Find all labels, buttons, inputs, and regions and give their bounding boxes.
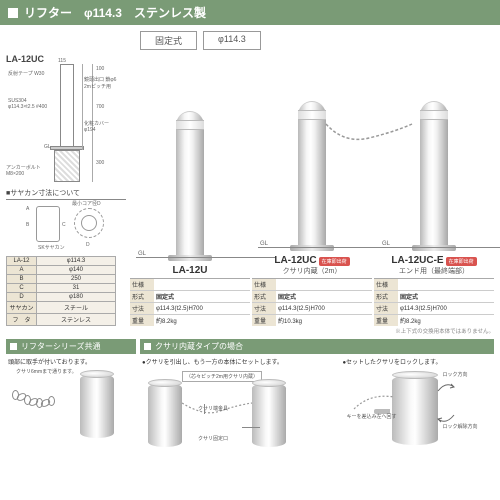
- lower-section: リフターシリーズ共通 頭部に取手が付いております。 クサリ6mmまで通ります。 …: [0, 335, 500, 444]
- square-icon: [10, 343, 17, 350]
- product-name: LA-12UC-E: [391, 255, 443, 266]
- table-row: LA-12φ114.3: [7, 257, 116, 266]
- sayakan-drawing: 最小コア径D SKサヤカン A B C D: [6, 202, 116, 254]
- lock-dir: ロック方向: [442, 371, 467, 378]
- lock-text: ●セットしたクサリをロックします。: [342, 357, 492, 366]
- left-column: LA-12UC 反射テープ W30 SUS304 φ114.3×t2.5 #40…: [6, 54, 126, 326]
- dim-115: 115: [58, 58, 66, 64]
- label-anchor: アンカーボルト M8×200: [6, 164, 50, 177]
- table-row: B250: [7, 275, 116, 284]
- key-label: キーを差込み左へ回す: [346, 413, 386, 420]
- label-fixed: 固定式: [140, 31, 197, 50]
- label-tape: 反射テープ W30: [8, 70, 44, 77]
- upper-section: LA-12UC 反射テープ W30 SUS304 φ114.3×t2.5 #40…: [0, 54, 500, 326]
- sk-label: SKサヤカン: [38, 244, 65, 251]
- bollard-base: [168, 255, 212, 261]
- gl-text: GL: [382, 241, 390, 247]
- header-title: リフター φ114.3 ステンレス製: [24, 4, 206, 21]
- bollard-base: [412, 245, 456, 251]
- bollard-image: GL: [420, 101, 448, 251]
- lbl-b: B: [26, 222, 29, 228]
- cylinder-left: [148, 383, 182, 447]
- sayakan-core-inner: [81, 215, 97, 231]
- stock-badge: 在庫即出荷: [446, 257, 477, 266]
- stock-badge: 在庫即出荷: [319, 257, 350, 266]
- sayakan-spec-table: LA-12φ114.3 Aφ140 B250 C31 Dφ180 サヤカンスチー…: [6, 256, 116, 326]
- drawing-bollard: [60, 64, 74, 150]
- lbl-d: D: [86, 242, 90, 248]
- core-label: 最小コア径D: [72, 200, 101, 207]
- section-body: ●クサリを引出し、もう一方の本体にセットします。 （芯々ピッチ2m用クサリ内蔵）…: [140, 354, 494, 444]
- sayakan-title: ■サヤカン寸法について: [6, 188, 126, 200]
- label-gl: GL: [44, 144, 51, 150]
- table-row: Aφ140: [7, 266, 116, 275]
- product-sub: クサリ内蔵（2m）: [252, 266, 372, 276]
- section-common: リフターシリーズ共通 頭部に取手が付いております。 クサリ6mmまで通ります。: [6, 339, 136, 444]
- pull-text: ●クサリを引出し、もう一方の本体にセットします。: [142, 357, 336, 366]
- section-body: 頭部に取手が付いております。 クサリ6mmまで通ります。: [6, 354, 136, 444]
- drawing-underground: [54, 150, 80, 182]
- gl-text: GL: [260, 241, 268, 247]
- bollard-image: GL: [176, 111, 204, 261]
- cylinder-drawing: [80, 374, 114, 438]
- gl-text: GL: [138, 251, 146, 257]
- cylinder-right: [252, 383, 286, 447]
- dim-100: 100: [96, 66, 104, 72]
- product-specs: 仕様 形式固定式 寸法φ114.3(t2.5)H700 重量約8.2kg: [130, 278, 250, 326]
- arrow-unlock: [436, 413, 456, 427]
- bollard-image: GL: [298, 101, 326, 251]
- lock-diagram: ●セットしたクサリをロックします。 ロック方向 キーを差込み左へ回す ロック解除…: [342, 357, 492, 441]
- product-LA-12UC-E: GL LA-12UC-E在庫即出荷 エンド用（最終端部） 仕様 形式固定式 寸法…: [374, 101, 494, 326]
- lbl-c: C: [62, 222, 66, 228]
- label-diameter: φ114.3: [203, 31, 261, 50]
- product-LA-12UC: GL LA-12UC在庫即出荷 クサリ内蔵（2m） 仕様 形式固定式 寸法φ11…: [252, 101, 372, 326]
- product-specs: 仕様 形式固定式 寸法φ114.3(t2.5)H700 重量約10.3kg: [252, 278, 372, 326]
- table-row: Dφ180: [7, 293, 116, 302]
- product-sub: エンド用（最終端部）: [374, 266, 494, 276]
- pull-diagram: ●クサリを引出し、もう一方の本体にセットします。 （芯々ピッチ2m用クサリ内蔵）…: [142, 357, 336, 441]
- top-labels: 固定式 φ114.3: [140, 31, 500, 50]
- table-row: C31: [7, 284, 116, 293]
- page-header: リフター φ114.3 ステンレス製: [0, 0, 500, 25]
- section-header: クサリ内蔵タイプの場合: [140, 339, 494, 354]
- label-cover: 化粧カバー φ194: [84, 120, 114, 133]
- chain-example: クサリ6mmまで通ります。: [8, 366, 134, 436]
- product-name: LA-12UC: [274, 255, 316, 266]
- chain-note: クサリ6mmまで通ります。: [16, 368, 77, 375]
- pitch-box: （芯々ピッチ2m用クサリ内蔵）: [182, 371, 262, 382]
- table-row: フ タステンレス: [7, 314, 116, 326]
- dim-line: [82, 64, 83, 150]
- product-specs: 仕様 形式固定式 寸法φ114.3(t2.5)H700 重量約8.2kg: [374, 278, 494, 326]
- product-name: LA-12U: [172, 265, 207, 276]
- model-code: LA-12UC: [6, 54, 126, 64]
- lbl-a: A: [26, 206, 29, 212]
- header-square-icon: [8, 8, 18, 18]
- square-icon: [144, 343, 151, 350]
- dim-300: 300: [96, 160, 104, 166]
- table-row: サヤカンスチール: [7, 302, 116, 314]
- section-text: 頭部に取手が付いております。: [8, 357, 134, 366]
- gl-line: [380, 247, 500, 248]
- label-chain-exit: 鏡頭出口 鎖φ6 2mピッチ用: [84, 76, 118, 90]
- product-LA-12U: GL LA-12U 仕様 形式固定式 寸法φ114.3(t2.5)H700 重量…: [130, 111, 250, 326]
- arrow-lock: [436, 379, 456, 393]
- bollard-base: [290, 245, 334, 251]
- koteiguchi-label: クサリ固定口: [198, 435, 228, 442]
- kanagu-label: クサリ端金具: [198, 405, 228, 412]
- cylinder-lock: [392, 375, 438, 445]
- label-sus: SUS304 φ114.3×t2.5 #400: [8, 98, 54, 110]
- section-header: リフターシリーズ共通: [6, 339, 136, 354]
- sayakan-cup: [36, 206, 60, 242]
- technical-drawing: 反射テープ W30 SUS304 φ114.3×t2.5 #400 鏡頭出口 鎖…: [6, 64, 116, 184]
- footnote: ※上下式の交換用本体ではありません。: [0, 327, 500, 335]
- chain-detail-drawing: [12, 382, 72, 422]
- dim-700: 700: [96, 104, 104, 110]
- products-row: GL LA-12U 仕様 形式固定式 寸法φ114.3(t2.5)H700 重量…: [130, 54, 494, 326]
- section-chain-type: クサリ内蔵タイプの場合 ●クサリを引出し、もう一方の本体にセットします。 （芯々…: [140, 339, 494, 444]
